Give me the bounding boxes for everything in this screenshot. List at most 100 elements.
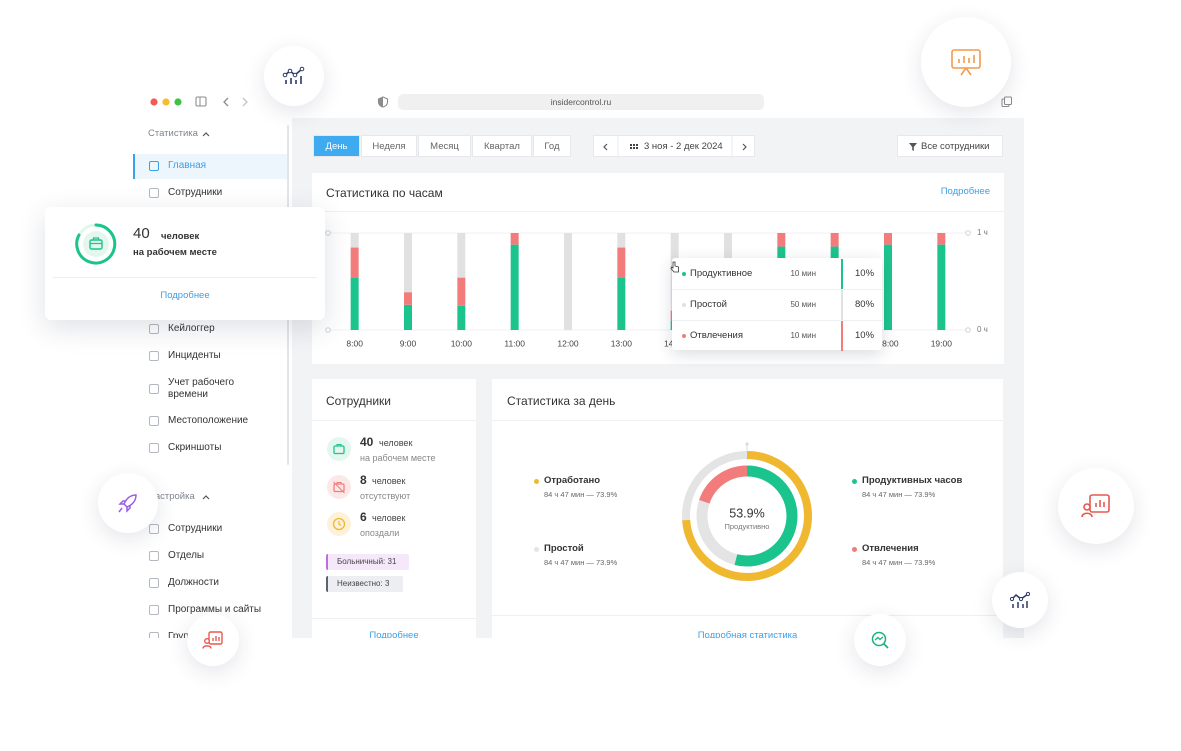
tooltip-marker	[841, 290, 843, 320]
person-chart-circle-small	[187, 614, 239, 666]
period-tab[interactable]: Год	[533, 135, 571, 157]
legend-dot	[534, 479, 539, 484]
legend-dot	[682, 303, 686, 307]
x-tick-label: 18:00	[877, 338, 899, 348]
bar-segment	[350, 247, 359, 278]
icon	[1009, 591, 1031, 608]
center-value: 53.9%	[729, 506, 764, 520]
shield-icon	[377, 96, 389, 108]
legend-name: Отработано	[544, 475, 601, 486]
period-tab[interactable]: Неделя	[361, 135, 417, 157]
card-caption: на рабочем месте	[133, 247, 217, 258]
tick-dot	[325, 230, 331, 236]
menu-item[interactable]: Местоположение	[168, 415, 249, 426]
menu-item[interactable]: Главная	[168, 160, 207, 171]
filter-button[interactable]: Все сотрудники	[897, 135, 1003, 157]
menu-item[interactable]: Инциденты	[168, 350, 221, 361]
divider	[53, 277, 317, 278]
card-icon	[75, 223, 117, 265]
x-tick-label: 10:00	[451, 338, 473, 348]
icon	[202, 631, 223, 649]
menu-icon	[149, 324, 159, 334]
legend-detail: 84 ч 47 мин — 73.9%	[862, 558, 936, 567]
legend-dot	[852, 479, 857, 484]
menu-item[interactable]: Сотрудники	[168, 523, 223, 534]
divider	[672, 320, 882, 321]
row-count: 6	[360, 510, 367, 524]
tooltip-marker	[841, 321, 843, 351]
sidebar-section-title[interactable]: Статистика	[148, 128, 198, 139]
tick-dot	[325, 327, 331, 333]
worked-arc	[682, 451, 812, 581]
card-link[interactable]: Подробнее	[160, 290, 210, 301]
bar-segment	[457, 305, 466, 330]
menu-item[interactable]: Группы	[168, 631, 202, 638]
card-link[interactable]: Подробнее	[940, 186, 990, 197]
filter-icon	[909, 143, 917, 151]
legend-name: Отвлечения	[862, 543, 919, 554]
menu-item[interactable]: Скриншоты	[168, 442, 222, 453]
rocket-icon-circle	[98, 473, 158, 533]
bar-segment	[937, 244, 946, 330]
bar-segment	[510, 233, 519, 245]
card-title: Сотрудники	[326, 394, 391, 408]
bar-segment	[937, 233, 946, 245]
x-tick-label: 9:00	[400, 338, 417, 348]
menu-icon	[149, 551, 159, 561]
hours-chart: 0 ч1 ч8:009:0010:0011:0012:0013:0014:001…	[325, 228, 988, 348]
url-text[interactable]: insidercontrol.ru	[550, 97, 612, 107]
tick-dot	[965, 230, 971, 236]
row-unit: человек	[372, 513, 406, 523]
status-tag: Больничный: 31	[326, 554, 409, 570]
bar-segment	[457, 233, 466, 278]
period-tab[interactable]: Квартал	[472, 135, 532, 157]
menu-item[interactable]: Должности	[168, 577, 220, 588]
tick-dot	[965, 327, 971, 333]
status-tag: Неизвестно: 3	[326, 576, 403, 592]
distraction-arc	[696, 465, 798, 567]
card-link[interactable]: Подробная статистика	[697, 630, 798, 638]
x-tick-label: 8:00	[346, 338, 363, 348]
person-chart-circle	[1058, 468, 1134, 544]
menu-item[interactable]: Сотрудники	[168, 187, 223, 198]
menu-item[interactable]: Кейлоггер	[168, 323, 215, 334]
legend-dot	[682, 272, 686, 276]
sidebar-section-title[interactable]: Настройка	[148, 491, 195, 502]
period-tab[interactable]: Месяц	[418, 135, 471, 157]
center-caption: Продуктивно	[725, 522, 770, 531]
legend-detail: 84 ч 47 мин — 73.9%	[862, 490, 936, 499]
date-picker[interactable]: 3 ноя - 2 дек 2024	[593, 135, 755, 158]
legend-name: Продуктивных часов	[862, 475, 963, 486]
tooltip-share: 10%	[855, 330, 875, 341]
bar-segment	[457, 277, 466, 306]
legend-name: Отвлечения	[690, 330, 744, 341]
caret	[202, 132, 210, 137]
legend-detail: 84 ч 47 мин — 73.9%	[544, 490, 618, 499]
card-link[interactable]: Подробнее	[369, 630, 419, 638]
x-tick-label: 12:00	[557, 338, 579, 348]
icon	[951, 49, 981, 76]
divider	[312, 618, 476, 619]
bar-segment	[404, 233, 412, 293]
x-tick-label: 11:00	[504, 338, 525, 348]
floating-card: 40 человек на рабочем месте Подробнее	[45, 207, 325, 320]
row-icon	[327, 512, 351, 536]
bar-segment	[564, 233, 572, 330]
menu-icon	[149, 524, 159, 534]
search-icon-circle	[854, 614, 906, 666]
legend-name: Простой	[544, 543, 584, 554]
menu-item[interactable]: Отделы	[168, 550, 205, 561]
x-tick-label: 19:00	[931, 338, 953, 348]
url-bar[interactable]	[398, 94, 764, 110]
menu-item[interactable]: Программы и сайты	[168, 604, 262, 615]
tooltip-duration: 50 мин	[790, 300, 816, 309]
row-caption: на рабочем месте	[360, 453, 436, 463]
menu-icon	[149, 351, 159, 361]
menu-icon	[149, 384, 159, 394]
menu-item[interactable]: Учет рабочего времени	[168, 377, 235, 400]
y-tick-label: 1 ч	[977, 228, 988, 237]
legend-dot	[534, 547, 539, 552]
row-caption: опоздали	[360, 528, 400, 538]
period-tab[interactable]: День	[313, 135, 360, 157]
